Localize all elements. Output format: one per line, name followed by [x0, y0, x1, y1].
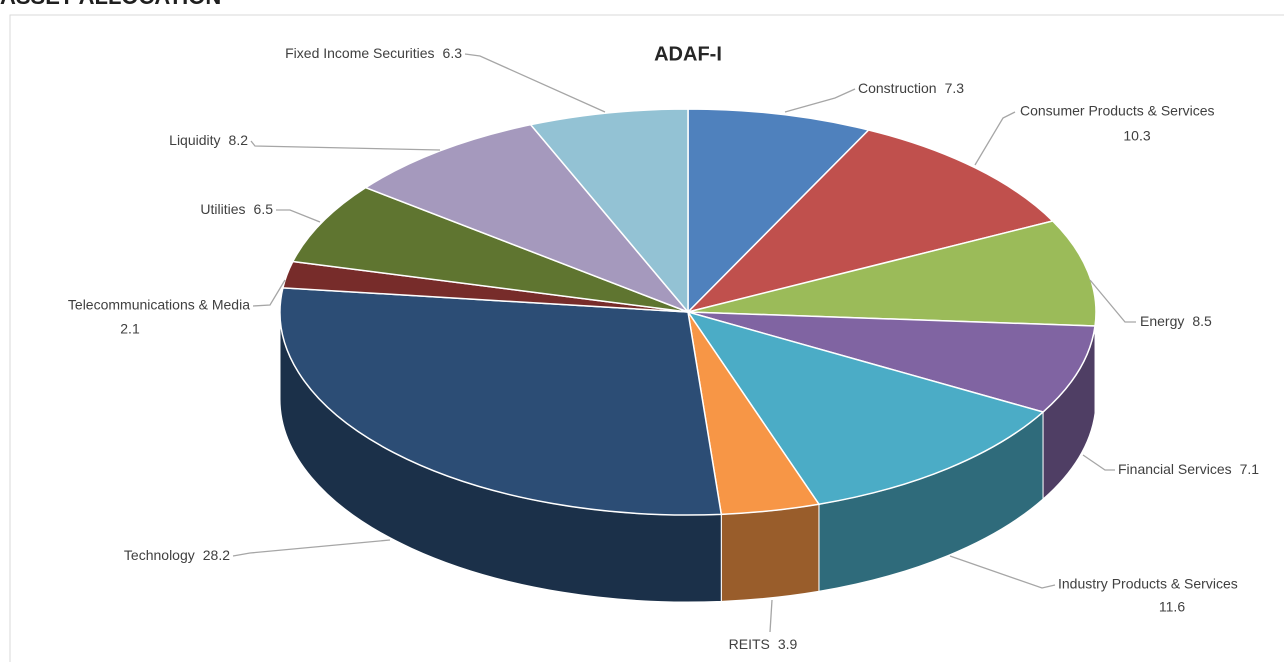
data-label-category: Consumer Products & Services	[1020, 103, 1215, 119]
data-label: Utilities 6.5	[200, 201, 273, 217]
data-label-category: Energy	[1140, 313, 1184, 329]
slice	[687, 220, 1097, 327]
data-label-value: 8.2	[229, 132, 249, 148]
leader-line	[1089, 279, 1136, 323]
slice	[279, 287, 723, 516]
data-label-category: REITS	[729, 636, 770, 652]
leader-line	[250, 140, 441, 151]
slice	[291, 186, 689, 313]
data-label-category: Industry Products & Services	[1058, 576, 1238, 592]
slice	[363, 123, 689, 313]
leader-line	[276, 209, 321, 223]
slice	[687, 108, 871, 314]
data-label-value: 2.1	[120, 321, 140, 337]
data-label: REITS 3.9	[729, 636, 798, 652]
data-label-category: Financial Services	[1118, 461, 1232, 477]
slice	[529, 108, 689, 315]
data-label-category: Utilities	[200, 201, 245, 217]
data-label-category: Technology	[124, 547, 195, 563]
data-label: Financial Services 7.1	[1118, 461, 1259, 477]
slice-side	[720, 503, 820, 602]
chart-frame	[9, 14, 1284, 662]
leader-line	[232, 539, 391, 557]
leader-line	[949, 555, 1056, 589]
data-label-category: Liquidity	[169, 132, 220, 148]
data-label-value: 7.1	[1240, 461, 1260, 477]
page-header: ASSET ALLOCATION	[0, 0, 221, 9]
data-label-value: 28.2	[203, 547, 230, 563]
data-label: Energy 8.5	[1140, 313, 1212, 329]
leader-line	[974, 111, 1016, 166]
leader-line	[252, 279, 286, 307]
slice	[687, 311, 1096, 413]
data-label-value: 6.3	[443, 45, 463, 61]
data-label: Fixed Income Securities 6.3	[285, 45, 462, 61]
chart-title: ADAF-I	[654, 43, 722, 65]
data-label: Liquidity 8.2	[169, 132, 248, 148]
data-label-category: Construction	[858, 80, 937, 96]
data-label-value: 8.5	[1192, 313, 1212, 329]
leader-line	[1082, 454, 1115, 471]
data-label-value: 3.9	[778, 636, 798, 652]
data-label-category: Fixed Income Securities	[285, 45, 434, 61]
slice	[686, 310, 1045, 506]
data-label: Construction 7.3	[858, 80, 964, 96]
data-label-category: Telecommunications & Media	[68, 297, 250, 313]
data-label: Technology 28.2	[124, 547, 230, 563]
data-label-value: 10.3	[1123, 128, 1150, 144]
data-label-value: 7.3	[945, 80, 965, 96]
leader-line	[784, 88, 856, 113]
leader-line	[769, 599, 773, 633]
slice	[685, 129, 1055, 314]
data-label-value: 6.5	[254, 201, 274, 217]
leader-line	[464, 53, 606, 113]
data-label-value: 11.6	[1159, 599, 1185, 615]
